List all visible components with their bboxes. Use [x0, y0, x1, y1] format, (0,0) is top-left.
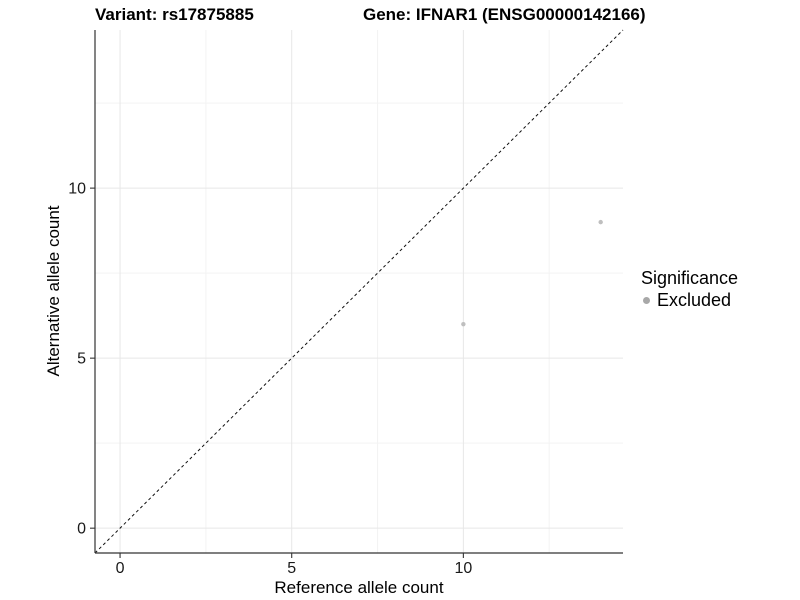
plot-title-variant: Variant: rs17875885 [95, 5, 254, 24]
y-tick-label: 10 [68, 181, 86, 198]
legend: Significance Excluded [641, 268, 738, 311]
data-point [598, 219, 603, 225]
axes-layer: 0 5 10 0 5 10 [68, 30, 623, 577]
y-tick-label: 5 [77, 351, 86, 368]
identity-dashed-line [94, 29, 624, 554]
gridlines-layer [95, 30, 623, 553]
legend-item-label: Excluded [657, 290, 732, 310]
y-tick-label: 0 [77, 521, 86, 538]
x-tick-label: 0 [116, 560, 125, 577]
x-axis-title: Reference allele count [274, 578, 443, 597]
x-tick-label: 5 [287, 560, 296, 577]
legend-key-dot-icon [643, 297, 650, 304]
data-point [461, 321, 466, 327]
legend-item-excluded: Excluded [641, 290, 738, 311]
x-tick-label: 10 [454, 560, 472, 577]
data-layer [94, 29, 624, 554]
legend-title: Significance [641, 268, 739, 288]
plot-title-gene: Gene: IFNAR1 (ENSG00000142166) [363, 5, 646, 24]
y-axis-title: Alternative allele count [44, 205, 63, 376]
